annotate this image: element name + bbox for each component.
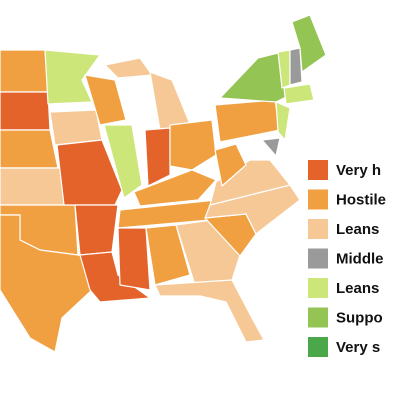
state bbox=[0, 49, 49, 93]
legend-swatch bbox=[308, 219, 328, 239]
state bbox=[79, 251, 151, 303]
legend-swatch bbox=[308, 278, 328, 298]
state bbox=[283, 83, 315, 105]
legend-swatch bbox=[308, 248, 328, 269]
legend-swatch bbox=[308, 160, 328, 180]
legend-label: Very h bbox=[336, 162, 381, 179]
state bbox=[0, 129, 59, 169]
state bbox=[289, 47, 303, 86]
state bbox=[117, 227, 151, 291]
state bbox=[149, 71, 191, 131]
state bbox=[49, 109, 103, 146]
state bbox=[0, 167, 65, 206]
state bbox=[214, 99, 281, 143]
state bbox=[291, 14, 327, 73]
state bbox=[214, 143, 247, 187]
legend-label: Very s bbox=[336, 339, 380, 356]
state bbox=[261, 137, 281, 157]
state bbox=[104, 57, 153, 79]
legend-label: Middle bbox=[336, 250, 384, 267]
legend-label: Leans bbox=[336, 221, 379, 238]
legend-label: Hostile bbox=[336, 191, 386, 208]
legend-swatch bbox=[308, 307, 328, 328]
state bbox=[56, 139, 123, 206]
state bbox=[144, 127, 171, 187]
state bbox=[74, 204, 119, 256]
states bbox=[0, 14, 327, 353]
legend-label: Leans bbox=[336, 280, 379, 297]
state bbox=[169, 119, 217, 171]
state bbox=[103, 124, 143, 199]
state bbox=[84, 74, 127, 126]
state bbox=[219, 51, 289, 103]
legend: Very h Hostile Leans Middle Leans Suppo Very s bbox=[308, 160, 386, 357]
legend-label: Suppo bbox=[336, 309, 383, 326]
state bbox=[0, 91, 51, 131]
state bbox=[133, 169, 217, 207]
state bbox=[275, 101, 291, 141]
legend-swatch bbox=[308, 337, 328, 357]
legend-swatch bbox=[308, 189, 328, 210]
state bbox=[44, 49, 101, 105]
state bbox=[154, 279, 265, 343]
state bbox=[145, 224, 191, 286]
